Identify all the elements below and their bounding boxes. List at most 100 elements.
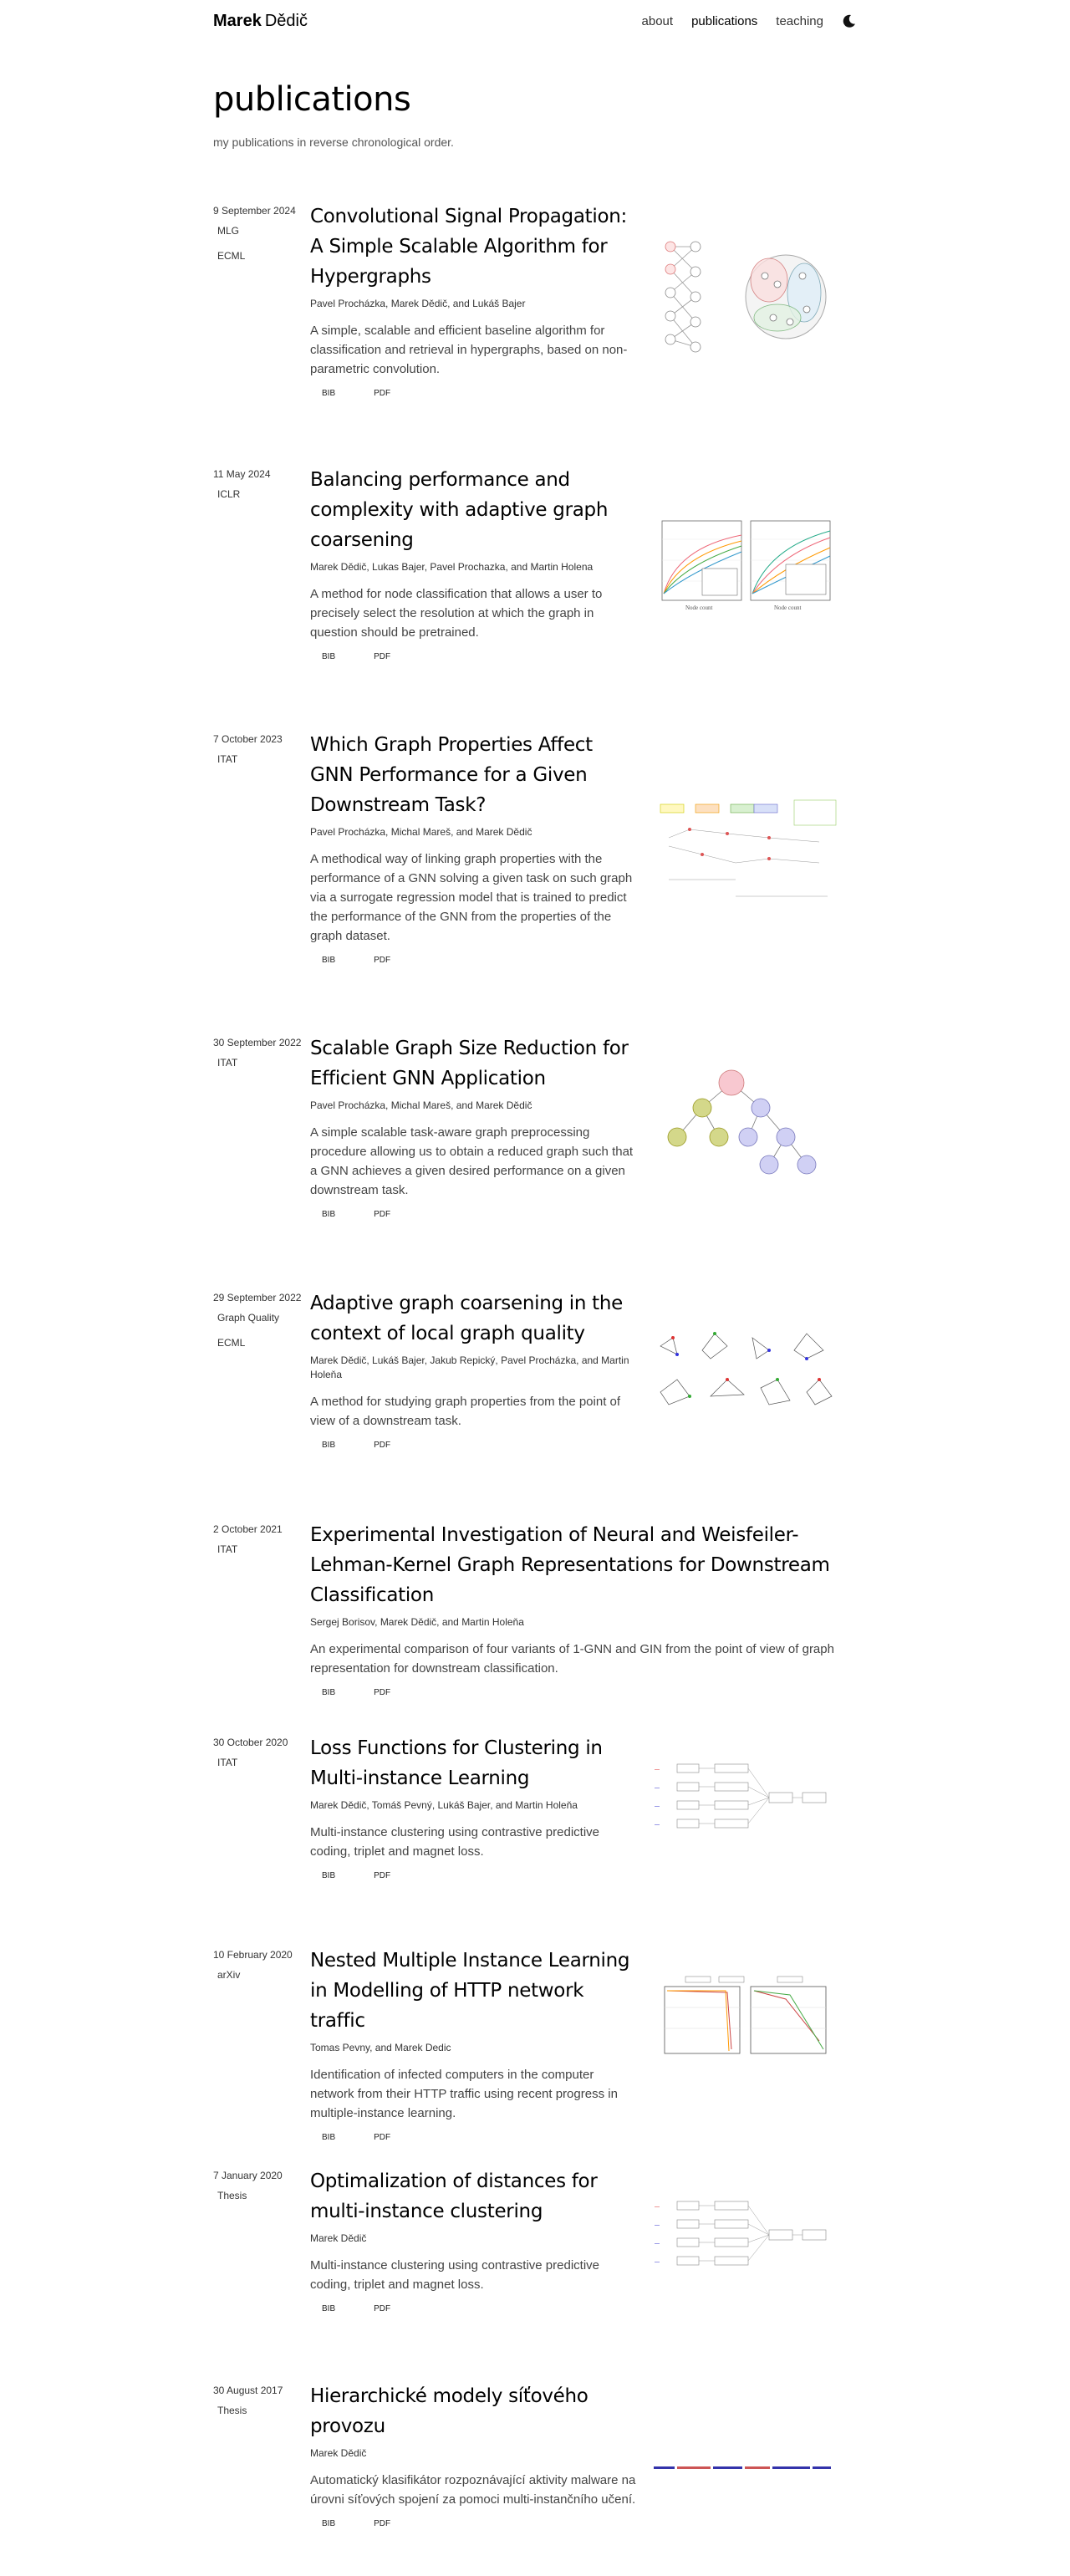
publication-meta: 7 January 2020 Thesis bbox=[213, 2170, 309, 2201]
publication-meta: 30 September 2022 ITAT bbox=[213, 1037, 309, 1069]
publication-title[interactable]: Loss Functions for Clustering in Multi-i… bbox=[310, 1737, 603, 1789]
publication-date: 7 October 2023 bbox=[213, 733, 283, 745]
publication-thumbnail bbox=[652, 1066, 836, 1191]
publication-title[interactable]: Experimental Investigation of Neural and… bbox=[310, 1524, 830, 1606]
venue-badge[interactable]: ITAT bbox=[217, 1543, 238, 1555]
publication-links: BIB PDF bbox=[310, 387, 636, 400]
svg-text:⎯⎯: ⎯⎯ bbox=[655, 2223, 660, 2228]
svg-text:⎯⎯: ⎯⎯ bbox=[655, 2260, 660, 2265]
pdf-button[interactable]: PDF bbox=[362, 2303, 402, 2315]
publication-title[interactable]: Which Graph Properties Affect GNN Perfor… bbox=[310, 734, 593, 816]
publication-title[interactable]: Convolutional Signal Propagation: A Simp… bbox=[310, 206, 627, 288]
publication-title[interactable]: Scalable Graph Size Reduction for Effici… bbox=[310, 1038, 629, 1089]
publication-date: 30 September 2022 bbox=[213, 1037, 302, 1048]
svg-text:Node count: Node count bbox=[685, 604, 713, 611]
publication-authors: Marek Dědič bbox=[310, 2232, 367, 2244]
pdf-button[interactable]: PDF bbox=[362, 650, 402, 663]
publication-links: BIB PDF bbox=[310, 2131, 636, 2144]
bib-button[interactable]: BIB bbox=[310, 2517, 347, 2530]
venue-badge[interactable]: Thesis bbox=[217, 2405, 247, 2416]
pdf-button[interactable]: PDF bbox=[362, 1686, 402, 1699]
brand-first-name: Marek bbox=[213, 12, 262, 30]
bib-button[interactable]: BIB bbox=[310, 1439, 347, 1451]
publication-meta: 10 February 2020 arXiv bbox=[213, 1949, 309, 1981]
publication-body: Nested Multiple Instance Learning in Mod… bbox=[310, 1946, 636, 2144]
publication-abstract: Identification of infected computers in … bbox=[310, 2068, 618, 2120]
publication-thumbnail: ⎯⎯ ⎯⎯ ⎯⎯ ⎯⎯ bbox=[652, 2195, 836, 2278]
venue-badge[interactable]: ECML bbox=[217, 250, 246, 262]
site-brand[interactable]: Marek Dědič bbox=[213, 12, 308, 31]
publication-thumbnail bbox=[652, 1974, 836, 2066]
publication-links: BIB PDF bbox=[310, 2517, 636, 2530]
venue-badge[interactable]: Graph Quality bbox=[217, 1312, 280, 1324]
publication-abstract: Automatický klasifikátor rozpoznávající … bbox=[310, 2473, 636, 2507]
pdf-button[interactable]: PDF bbox=[362, 2131, 402, 2144]
publication-meta: 7 October 2023 ITAT bbox=[213, 733, 309, 765]
publication-thumbnail bbox=[652, 796, 840, 921]
publication-body: Optimalization of distances for multi-in… bbox=[310, 2166, 636, 2315]
venue-badge[interactable]: ITAT bbox=[217, 1057, 238, 1069]
bib-button[interactable]: BIB bbox=[310, 1208, 347, 1221]
publication-title[interactable]: Adaptive graph coarsening in the context… bbox=[310, 1293, 624, 1344]
pdf-button[interactable]: PDF bbox=[362, 954, 402, 967]
svg-text:⎯⎯: ⎯⎯ bbox=[655, 1786, 660, 1791]
pdf-button[interactable]: PDF bbox=[362, 1439, 402, 1451]
publication-links: BIB PDF bbox=[310, 1439, 636, 1451]
pdf-button[interactable]: PDF bbox=[362, 1870, 402, 1882]
publication-title[interactable]: Hierarchické modely síťového provozu bbox=[310, 2385, 588, 2437]
publication-title[interactable]: Optimalization of distances for multi-in… bbox=[310, 2170, 598, 2222]
publication-date: 10 February 2020 bbox=[213, 1949, 293, 1961]
publication-body: Convolutional Signal Propagation: A Simp… bbox=[310, 201, 636, 400]
nav-link-publications[interactable]: publications bbox=[691, 13, 758, 28]
publication-date: 7 January 2020 bbox=[213, 2170, 283, 2181]
publication-date: 9 September 2024 bbox=[213, 205, 296, 217]
publication-abstract: Multi-instance clustering using contrast… bbox=[310, 1825, 599, 1859]
publication-date: 11 May 2024 bbox=[213, 468, 271, 480]
publication-thumbnail: ⎯⎯ ⎯⎯ ⎯⎯ ⎯⎯ bbox=[652, 1757, 836, 1841]
pdf-button[interactable]: PDF bbox=[362, 387, 402, 400]
venue-badge[interactable]: ECML bbox=[217, 1337, 246, 1349]
publication-body: Experimental Investigation of Neural and… bbox=[310, 1520, 862, 1699]
venue-badge[interactable]: MLG bbox=[217, 225, 240, 237]
svg-text:⎯⎯: ⎯⎯ bbox=[655, 1767, 660, 1773]
publication-links: BIB PDF bbox=[310, 1870, 636, 1882]
publication-authors: Marek Dědič bbox=[310, 2447, 367, 2459]
venue-badge[interactable]: ITAT bbox=[217, 1757, 238, 1768]
nav-link-about[interactable]: about bbox=[641, 13, 674, 28]
pdf-button[interactable]: PDF bbox=[362, 2517, 402, 2530]
bib-button[interactable]: BIB bbox=[310, 954, 347, 967]
publication-body: Scalable Graph Size Reduction for Effici… bbox=[310, 1033, 636, 1221]
venue-badge[interactable]: ICLR bbox=[217, 488, 241, 500]
publication-date: 29 September 2022 bbox=[213, 1292, 302, 1303]
publication-date: 30 August 2017 bbox=[213, 2385, 283, 2396]
bib-button[interactable]: BIB bbox=[310, 387, 347, 400]
publication-abstract: A simple scalable task-aware graph prepr… bbox=[310, 1125, 634, 1197]
bib-button[interactable]: BIB bbox=[310, 1686, 347, 1699]
publication-authors: Tomas Pevny, and Marek Dedic bbox=[310, 2042, 451, 2053]
bib-button[interactable]: BIB bbox=[310, 650, 347, 663]
publication-meta: 30 October 2020 ITAT bbox=[213, 1737, 309, 1768]
publication-authors: Marek Dědič, Lukas Bajer, Pavel Prochazk… bbox=[310, 561, 594, 573]
publication-body: Balancing performance and complexity wit… bbox=[310, 465, 636, 663]
publication-meta: 29 September 2022 Graph Quality ECML bbox=[213, 1292, 309, 1349]
publication-thumbnail bbox=[652, 234, 836, 360]
publication-abstract: A method for node classification that al… bbox=[310, 587, 603, 640]
bib-button[interactable]: BIB bbox=[310, 1870, 347, 1882]
publication-title[interactable]: Balancing performance and complexity wit… bbox=[310, 469, 609, 551]
page-title: publications bbox=[213, 80, 411, 119]
venue-badge[interactable]: Thesis bbox=[217, 2190, 247, 2201]
bib-button[interactable]: BIB bbox=[310, 2303, 347, 2315]
svg-text:⎯⎯: ⎯⎯ bbox=[655, 2242, 660, 2247]
bib-button[interactable]: BIB bbox=[310, 2131, 347, 2144]
moon-icon[interactable] bbox=[842, 13, 857, 28]
publication-title[interactable]: Nested Multiple Instance Learning in Mod… bbox=[310, 1950, 630, 2032]
venue-badge[interactable]: arXiv bbox=[217, 1969, 241, 1981]
publication-links: BIB PDF bbox=[310, 1686, 862, 1699]
publication-links: BIB PDF bbox=[310, 650, 636, 663]
venue-badge[interactable]: ITAT bbox=[217, 753, 238, 765]
pdf-button[interactable]: PDF bbox=[362, 1208, 402, 1221]
nav-link-teaching[interactable]: teaching bbox=[776, 13, 823, 28]
publication-body: Adaptive graph coarsening in the context… bbox=[310, 1288, 636, 1451]
publication-abstract: Multi-instance clustering using contrast… bbox=[310, 2258, 599, 2292]
publication-authors: Pavel Procházka, Michal Mareš, and Marek… bbox=[310, 1099, 532, 1111]
